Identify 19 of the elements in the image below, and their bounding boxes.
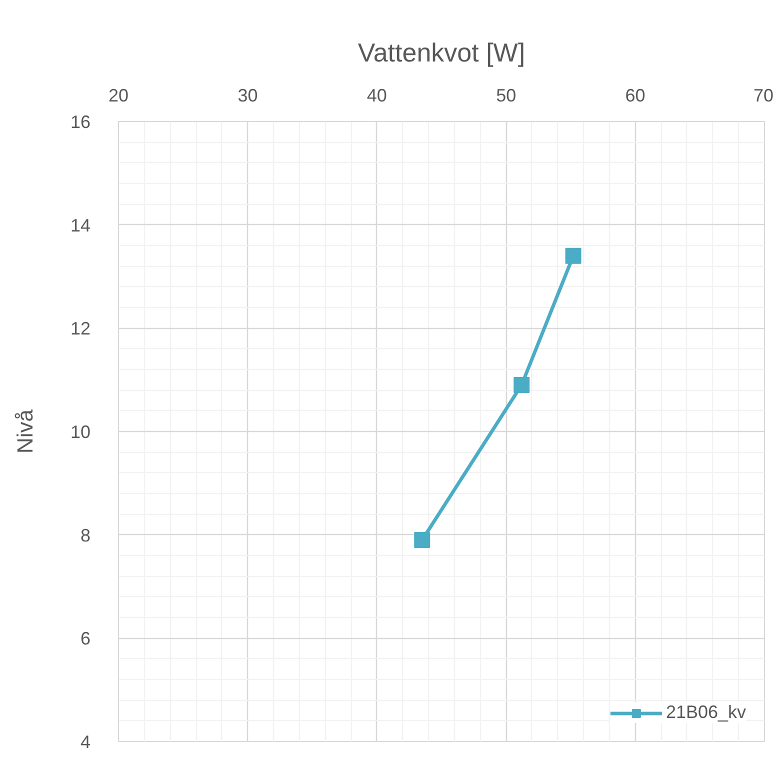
y-tick-label: 12 (70, 318, 91, 339)
x-tick-label: 60 (625, 86, 646, 106)
y-axis-title: Nivå (12, 408, 38, 454)
y-tick-label: 6 (80, 628, 91, 649)
x-tick-label: 20 (108, 86, 129, 106)
y-tick-label: 4 (80, 732, 91, 752)
y-tick-label: 10 (70, 422, 91, 442)
y-tick-label: 8 (80, 525, 91, 546)
x-tick-label: 30 (238, 86, 258, 106)
point (414, 532, 430, 548)
y-tick-label: 14 (70, 215, 91, 236)
point (565, 248, 582, 264)
x-tick-label: 40 (366, 86, 387, 106)
y-tick-label: 16 (70, 112, 91, 132)
legend-label: 21B06_kv (666, 702, 746, 723)
x-tick-label: 70 (753, 86, 773, 106)
x-tick-label: 50 (496, 86, 516, 106)
point (514, 377, 530, 393)
x-axis-title: Vattenkvot [W] (358, 38, 526, 68)
